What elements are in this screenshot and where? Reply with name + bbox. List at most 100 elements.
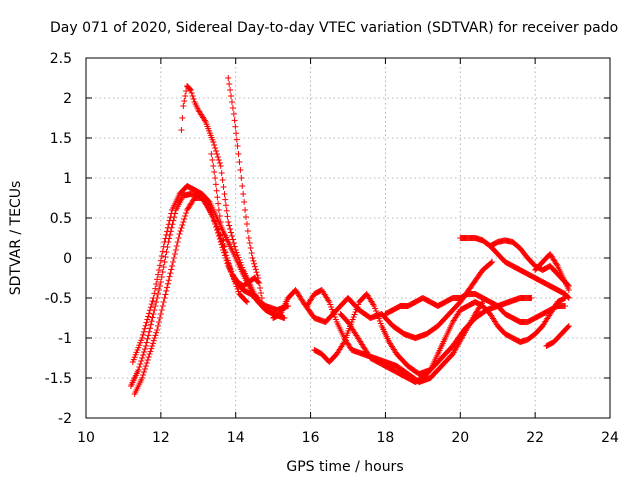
- data-point: [254, 272, 261, 279]
- data-point: [214, 223, 220, 229]
- data-point: [231, 117, 238, 124]
- data-point: [167, 228, 174, 235]
- data-point: [155, 319, 162, 325]
- data-point: [152, 303, 159, 309]
- y-tick-label: 2: [63, 91, 72, 107]
- series-track-d: [178, 83, 288, 321]
- data-point: [153, 329, 160, 336]
- data-point: [171, 251, 178, 257]
- data-point: [155, 271, 162, 278]
- axis-ticks: 10 12 14 16 18 20 22 24 -2 -1.5 -1 -0.5 0 0.5 1 1.5 2 2.5: [45, 51, 619, 446]
- data-point: [257, 290, 264, 296]
- y-tick-label: 0.5: [50, 211, 72, 227]
- data-point: [168, 224, 175, 231]
- data-point: [146, 328, 153, 335]
- data-point: [228, 229, 235, 236]
- x-tick-label: 14: [227, 430, 245, 446]
- data-point: [221, 243, 228, 249]
- series-track-j: [337, 295, 569, 385]
- data-point: [255, 279, 262, 285]
- data-point: [164, 284, 171, 291]
- data-point: [214, 194, 221, 201]
- data-point: [170, 255, 177, 261]
- data-point: [161, 295, 168, 301]
- data-point: [154, 327, 161, 333]
- y-axis-label: SDTVAR / TECUs: [8, 181, 24, 296]
- data-point: [245, 235, 252, 241]
- data-point: [143, 360, 150, 366]
- data-point: [183, 210, 190, 216]
- data-point: [210, 163, 217, 169]
- data-point: [142, 343, 149, 349]
- data-point: [528, 295, 535, 301]
- data-point: [250, 257, 257, 264]
- data-point: [153, 281, 160, 287]
- data-point: [241, 199, 248, 205]
- data-point: [176, 231, 183, 237]
- x-tick-label: 12: [152, 430, 170, 446]
- y-tick-label: 0: [63, 251, 72, 267]
- data-point: [212, 181, 219, 188]
- data-point: [147, 321, 154, 328]
- data-point: [180, 219, 187, 225]
- data-point: [488, 259, 495, 266]
- data-point: [151, 307, 158, 313]
- data-point: [247, 245, 254, 251]
- data-point: [187, 87, 194, 93]
- data-point: [249, 255, 256, 261]
- data-point: [163, 287, 170, 294]
- data-point: [219, 231, 226, 237]
- data-point: [156, 283, 163, 289]
- data-point: [213, 187, 220, 194]
- data-point: [166, 273, 173, 280]
- data-point: [171, 214, 178, 221]
- data-point: [159, 303, 166, 309]
- y-tick-label: -1.5: [45, 371, 72, 387]
- data-point: [158, 274, 165, 280]
- data-point: [218, 170, 225, 176]
- data-point: [216, 213, 223, 219]
- series-track-n: [532, 251, 572, 293]
- x-tick-label: 22: [526, 430, 544, 446]
- series-track-l: [457, 235, 572, 301]
- y-tick-label: 1: [63, 171, 72, 187]
- data-point: [139, 335, 146, 341]
- data-point: [153, 299, 160, 305]
- data-point: [182, 93, 189, 99]
- data-point: [254, 278, 261, 284]
- data-point: [228, 233, 235, 239]
- data-point: [141, 369, 148, 375]
- data-point: [218, 225, 225, 231]
- data-point: [175, 235, 182, 241]
- data-point: [215, 157, 222, 163]
- data-point: [224, 213, 231, 220]
- data-point: [242, 207, 249, 213]
- data-point: [182, 213, 189, 219]
- data-point: [215, 200, 222, 207]
- data-point: [246, 240, 253, 246]
- data-point: [138, 358, 145, 364]
- data-point: [217, 163, 224, 169]
- data-point: [165, 239, 172, 245]
- data-point: [139, 375, 146, 381]
- data-point: [156, 315, 163, 321]
- series-track-e: [225, 75, 265, 301]
- data-point: [151, 335, 158, 341]
- data-point: [212, 175, 219, 181]
- data-point: [157, 279, 164, 285]
- data-point: [164, 280, 171, 287]
- data-point: [244, 228, 251, 234]
- data-point: [162, 291, 169, 298]
- data-point: [258, 295, 265, 301]
- data-point: [160, 299, 167, 305]
- chart-title: Day 071 of 2020, Sidereal Day-to-day VTE…: [50, 20, 618, 36]
- data-point: [149, 298, 156, 305]
- data-point: [148, 318, 155, 325]
- data-point: [235, 151, 242, 157]
- y-tick-label: -1: [58, 331, 72, 347]
- data-point: [177, 228, 184, 234]
- data-point: [144, 335, 151, 342]
- data-point: [223, 207, 230, 214]
- data-point: [166, 235, 173, 242]
- data-point: [159, 248, 166, 255]
